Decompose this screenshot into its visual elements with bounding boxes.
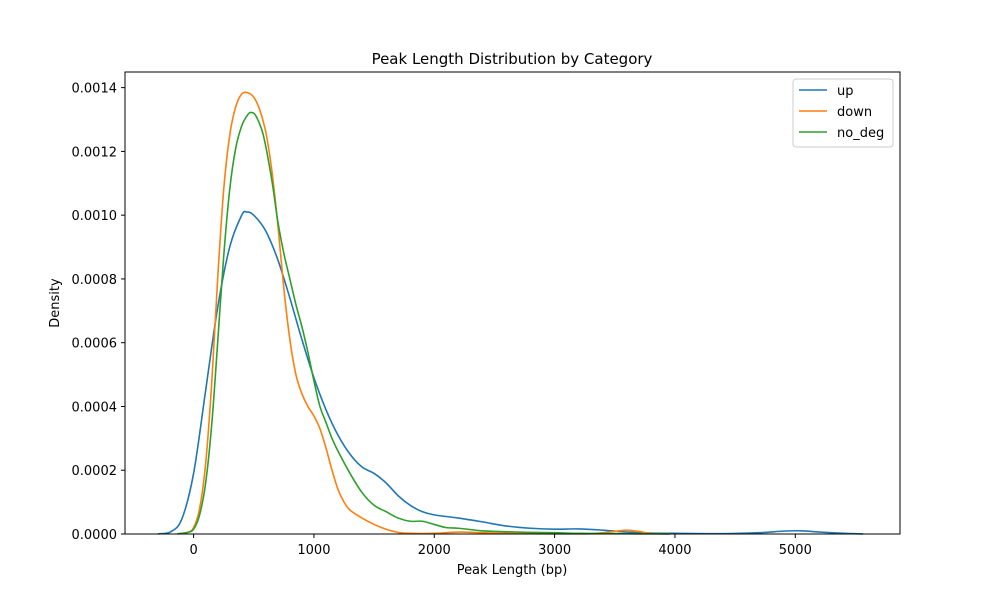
y-tick-label: 0.0014 bbox=[72, 82, 118, 97]
legend-box bbox=[792, 78, 894, 148]
legend-label-down: down bbox=[837, 105, 872, 120]
y-tick-label: 0.0012 bbox=[72, 145, 118, 160]
y-tick-label: 0.0006 bbox=[72, 337, 118, 352]
y-tick-label: 0.0008 bbox=[72, 273, 118, 288]
x-tick-label: 1000 bbox=[297, 543, 330, 558]
series-line-no-deg bbox=[177, 111, 670, 535]
x-tick-label: 4000 bbox=[658, 543, 691, 558]
x-axis-ticks: 0 1000 2000 3000 4000 5000 bbox=[189, 534, 812, 558]
chart-title: Peak Length Distribution by Category bbox=[372, 50, 653, 68]
x-tick-label: 0 bbox=[189, 543, 197, 558]
plot-lines bbox=[157, 91, 864, 535]
y-tick-label: 0.0000 bbox=[72, 528, 118, 543]
y-tick-label: 0.0010 bbox=[72, 209, 118, 224]
x-tick-label: 5000 bbox=[779, 543, 812, 558]
legend-label-up: up bbox=[837, 84, 854, 99]
x-tick-label: 2000 bbox=[418, 543, 451, 558]
y-tick-label: 0.0002 bbox=[72, 464, 118, 479]
x-tick-label: 3000 bbox=[538, 543, 571, 558]
x-axis-label: Peak Length (bp) bbox=[457, 563, 568, 578]
plot-frame bbox=[124, 71, 901, 535]
legend-label-no-deg: no_deg bbox=[837, 126, 884, 141]
legend: up down no_deg bbox=[792, 78, 894, 148]
y-tick-label: 0.0004 bbox=[72, 400, 118, 415]
series-line-down bbox=[177, 91, 670, 535]
y-axis-label: Density bbox=[48, 278, 63, 328]
y-axis-ticks: 0.0000 0.0002 0.0004 0.0006 0.0008 0.0010 0.00… bbox=[72, 82, 125, 543]
series-line-up bbox=[157, 210, 864, 535]
